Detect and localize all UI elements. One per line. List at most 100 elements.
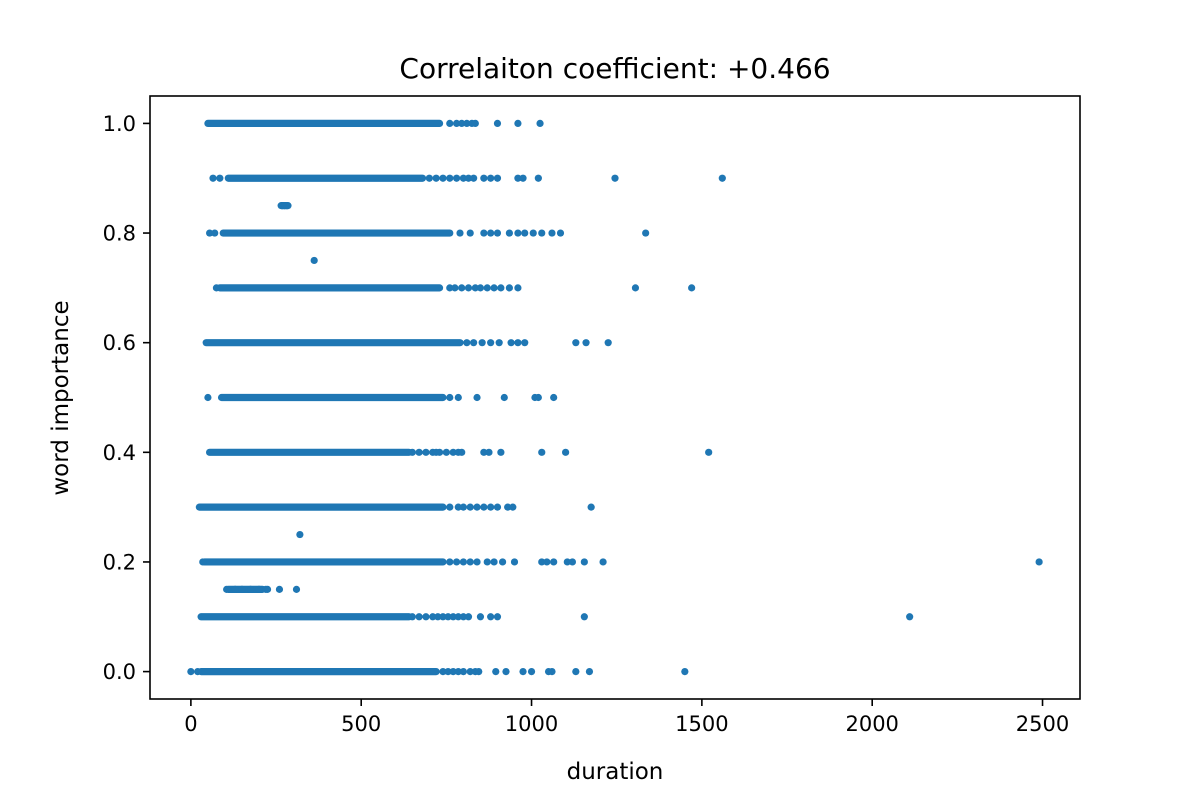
data-point [246,585,255,593]
data-point [464,174,473,182]
data-point [509,503,517,511]
data-point [216,174,224,182]
data-point [514,174,522,182]
y-tick-label: 0.0 [103,660,136,684]
data-point [514,119,522,128]
data-point [444,613,452,621]
data-point [527,667,536,676]
data-point [534,174,542,182]
data-point [521,229,529,237]
data-point [263,585,272,593]
data-point [449,613,457,621]
data-point [209,174,217,182]
data-point [466,229,474,237]
data-point [500,393,508,402]
plot-frame [149,95,1081,700]
data-point [485,448,493,456]
data-point [471,119,479,128]
data-point [449,448,457,456]
data-point [470,339,478,347]
data-point [480,448,488,456]
data-point [446,119,454,128]
data-point [493,174,502,182]
data-point [194,667,202,676]
y-tick-label: 1.0 [103,112,136,136]
data-point [483,558,491,566]
data-point [562,448,570,456]
data-point [585,667,594,676]
data-point [519,174,527,182]
data-point [550,393,558,402]
data-point [580,558,588,566]
data-point [497,284,505,292]
data-point [432,174,440,182]
data-point [212,284,221,292]
data-point [310,256,318,265]
data-point [446,393,454,402]
data-point [538,558,546,566]
data-point [456,229,464,237]
data-point [480,229,488,237]
data-point [543,558,551,566]
data-point [568,558,577,566]
data-point [466,558,474,566]
data-point [422,613,430,621]
data-point [415,613,423,621]
data-point [211,229,219,237]
points-layer [187,119,1043,676]
y-axis: 0.0 0.2 0.4 0.6 0.8 1.0 [103,112,150,684]
data-point [504,503,512,511]
data-point [435,448,444,456]
data-point [604,339,612,347]
data-point [497,448,505,456]
data-point [705,448,713,456]
data-point [446,284,454,292]
data-point [452,119,461,128]
data-point [296,530,304,539]
data-point [631,284,640,292]
data-point [550,558,558,566]
data-point [463,119,471,128]
data-point [476,613,485,621]
data-point [529,229,537,237]
data-point [580,613,588,621]
data-point [439,613,447,621]
data-point [514,229,522,237]
data-point [459,558,468,566]
x-tick-label: 500 [341,712,381,736]
data-point [425,174,433,182]
data-point [459,503,468,511]
y-tick-label: 0.4 [103,441,136,465]
data-point [199,558,207,566]
data-point [466,503,474,511]
data-point [223,585,231,593]
y-tick-label: 0.6 [103,331,136,355]
data-point [505,229,513,237]
chart-title: Correlaiton coefficient: +0.466 [399,52,830,85]
data-point [480,503,488,511]
data-point [452,558,461,566]
data-point [454,613,462,621]
data-point [548,229,556,237]
data-point [611,174,619,182]
data-point [473,503,481,511]
data-point [493,229,502,237]
data-point [446,503,454,511]
data-point [283,202,291,210]
data-point [582,339,590,347]
data-point [498,558,507,566]
data-point [458,448,466,456]
data-point [459,174,468,182]
data-point [505,284,513,292]
data-point [439,174,447,182]
data-point [463,339,471,347]
x-tick-label: 1000 [505,712,558,736]
y-axis-label: word importance [48,300,74,495]
data-point [478,339,486,347]
data-point [483,284,491,292]
data-point [415,448,423,456]
data-point [587,503,595,511]
data-point [458,119,466,128]
data-point [275,585,284,593]
